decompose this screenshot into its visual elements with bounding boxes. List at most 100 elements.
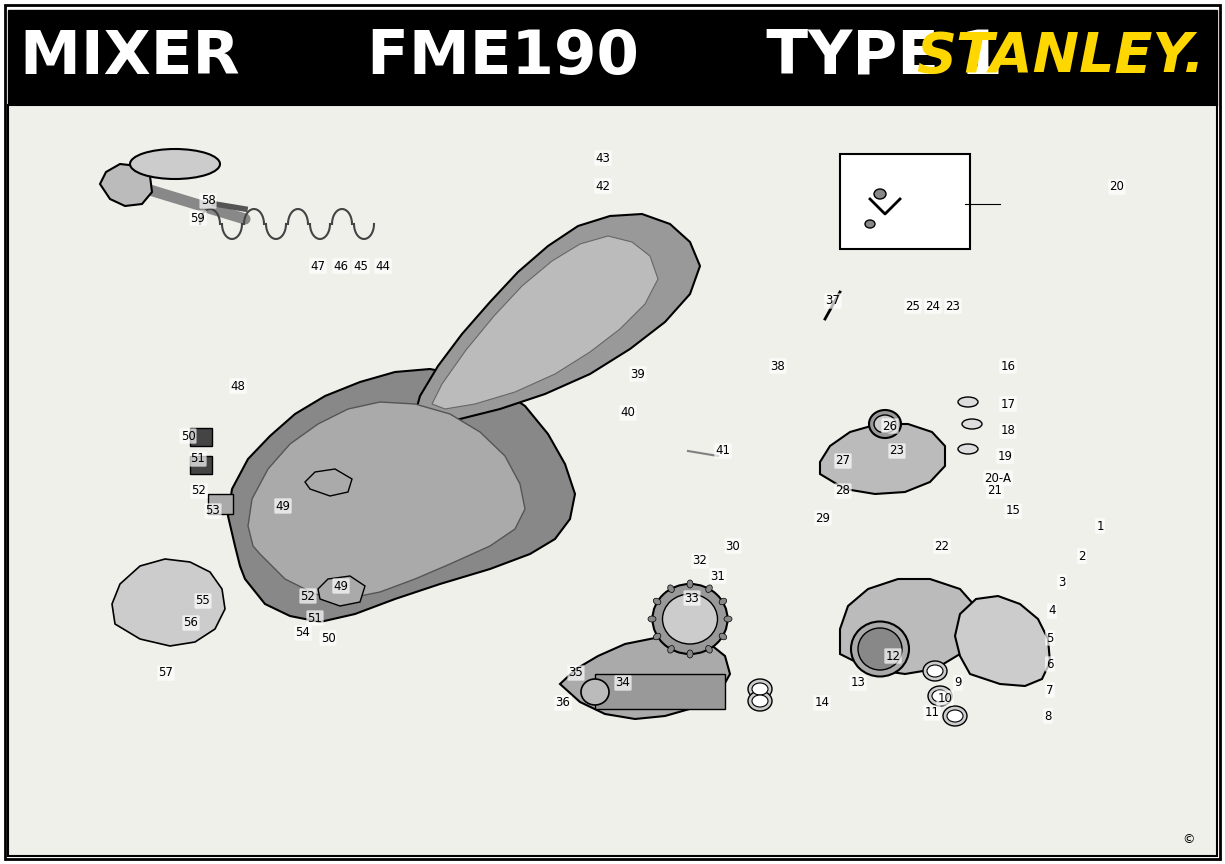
Ellipse shape: [958, 397, 978, 407]
Polygon shape: [560, 638, 730, 719]
Ellipse shape: [748, 691, 772, 711]
Text: 5: 5: [1046, 632, 1053, 645]
Ellipse shape: [668, 585, 674, 593]
Text: 40: 40: [621, 406, 636, 420]
Ellipse shape: [706, 585, 712, 593]
Text: 26: 26: [882, 420, 898, 433]
Text: 19: 19: [997, 449, 1013, 462]
Text: 24: 24: [926, 300, 941, 313]
Polygon shape: [415, 214, 699, 424]
Ellipse shape: [927, 665, 943, 677]
Ellipse shape: [130, 149, 220, 179]
Text: 23: 23: [946, 300, 960, 313]
Polygon shape: [840, 579, 975, 674]
Ellipse shape: [687, 650, 693, 658]
Text: 52: 52: [191, 485, 207, 498]
Text: 54: 54: [295, 626, 310, 639]
Polygon shape: [111, 559, 225, 646]
Text: 7: 7: [1046, 683, 1053, 696]
Polygon shape: [956, 596, 1050, 686]
Text: 39: 39: [631, 367, 646, 380]
Text: 20: 20: [1110, 181, 1125, 194]
Bar: [840, 154, 970, 249]
Text: 23: 23: [889, 444, 904, 458]
Ellipse shape: [752, 683, 768, 695]
Polygon shape: [318, 576, 365, 606]
Ellipse shape: [858, 628, 902, 670]
Text: 35: 35: [568, 666, 583, 679]
Ellipse shape: [958, 444, 978, 454]
Text: 42: 42: [595, 180, 610, 193]
Polygon shape: [432, 236, 658, 409]
Ellipse shape: [962, 419, 982, 429]
Text: 31: 31: [710, 569, 725, 582]
Text: 27: 27: [835, 454, 850, 467]
Text: 18: 18: [1001, 424, 1016, 437]
Text: 38: 38: [771, 359, 785, 372]
Ellipse shape: [653, 584, 728, 654]
Text: 43: 43: [595, 151, 610, 164]
Bar: [595, 674, 725, 709]
Polygon shape: [100, 164, 152, 206]
Text: 16: 16: [1001, 359, 1016, 372]
Ellipse shape: [947, 710, 963, 722]
Text: 4: 4: [1049, 605, 1056, 618]
Ellipse shape: [724, 616, 733, 622]
Text: 11: 11: [925, 707, 940, 720]
Ellipse shape: [873, 189, 886, 199]
Ellipse shape: [668, 645, 674, 653]
Text: 20-A: 20-A: [985, 472, 1012, 485]
Text: 29: 29: [816, 511, 831, 524]
Text: 36: 36: [556, 696, 571, 709]
Polygon shape: [228, 369, 575, 622]
Bar: [190, 428, 212, 446]
Text: 57: 57: [158, 666, 174, 679]
Text: 9: 9: [954, 677, 962, 689]
Polygon shape: [305, 469, 352, 496]
Bar: [9, 105, 1216, 856]
Text: 47: 47: [310, 259, 326, 272]
Ellipse shape: [748, 679, 772, 699]
Text: 32: 32: [692, 555, 708, 568]
Ellipse shape: [719, 633, 726, 639]
Text: 28: 28: [835, 485, 850, 498]
Text: 2: 2: [1078, 550, 1085, 562]
Ellipse shape: [922, 661, 947, 681]
Text: 15: 15: [1006, 505, 1020, 518]
Ellipse shape: [719, 598, 726, 605]
Text: 44: 44: [376, 259, 391, 272]
Bar: [9, 10, 1216, 105]
Text: 17: 17: [1001, 397, 1016, 410]
Polygon shape: [247, 402, 526, 599]
Ellipse shape: [648, 616, 657, 622]
Text: 56: 56: [184, 617, 198, 630]
Ellipse shape: [869, 410, 902, 438]
Text: 10: 10: [937, 691, 953, 704]
Text: 51: 51: [191, 453, 206, 466]
Text: 6: 6: [1046, 658, 1053, 670]
Ellipse shape: [932, 690, 948, 702]
Ellipse shape: [653, 633, 660, 639]
Text: 48: 48: [230, 379, 245, 392]
Text: 33: 33: [685, 592, 699, 605]
Ellipse shape: [929, 686, 952, 706]
Bar: [208, 494, 233, 514]
Text: 14: 14: [815, 696, 829, 709]
Text: 3: 3: [1058, 575, 1066, 588]
Ellipse shape: [851, 621, 909, 677]
Text: 8: 8: [1044, 709, 1052, 722]
Text: 58: 58: [201, 194, 216, 207]
Text: MIXER      FME190      TYPE 1: MIXER FME190 TYPE 1: [20, 28, 1003, 87]
Bar: [190, 456, 212, 474]
Text: 22: 22: [935, 539, 949, 552]
Ellipse shape: [653, 598, 660, 605]
Polygon shape: [820, 424, 944, 494]
Text: STANLEY.: STANLEY.: [916, 30, 1205, 85]
Text: 59: 59: [191, 212, 206, 225]
Text: 30: 30: [725, 539, 740, 552]
Text: 41: 41: [715, 444, 730, 458]
Text: 50: 50: [321, 632, 336, 645]
Ellipse shape: [865, 220, 875, 228]
Ellipse shape: [873, 415, 895, 433]
Text: 45: 45: [354, 259, 369, 272]
